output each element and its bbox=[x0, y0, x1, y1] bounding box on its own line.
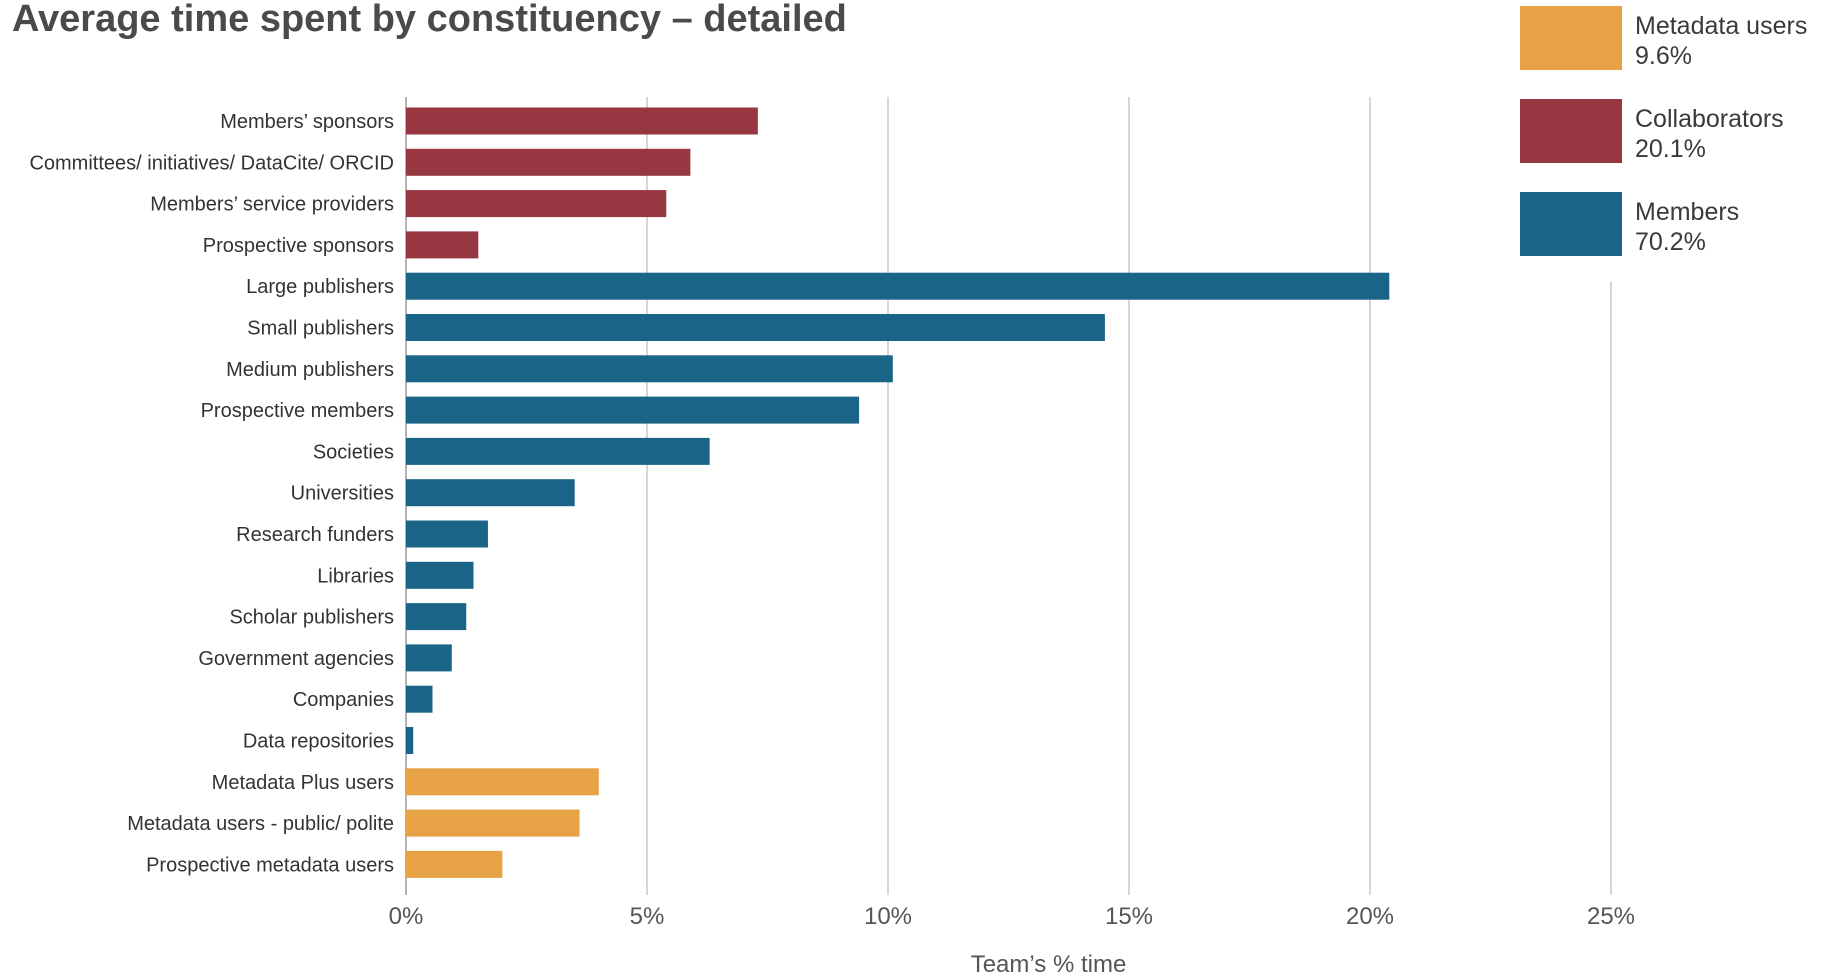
legend-item-collaborators: Collaborators 20.1% bbox=[1520, 99, 1820, 163]
legend-swatch-members bbox=[1520, 192, 1622, 256]
x-axis-title: Team’s % time bbox=[971, 951, 1127, 977]
legend-share: 20.1% bbox=[1635, 135, 1706, 163]
legend-item-members: Members 70.2% bbox=[1520, 192, 1820, 256]
category-label: Prospective members bbox=[201, 400, 394, 422]
bar bbox=[406, 355, 893, 383]
legend: Metadata users 9.6% Collaborators 20.1% … bbox=[1520, 6, 1820, 285]
bar bbox=[406, 231, 479, 259]
category-label: Small publishers bbox=[247, 318, 394, 340]
x-tick-label: 25% bbox=[1587, 903, 1635, 930]
x-tick-label: 0% bbox=[389, 903, 424, 930]
bar bbox=[406, 768, 599, 796]
legend-share: 9.6% bbox=[1635, 42, 1692, 70]
x-tick-label: 10% bbox=[864, 903, 912, 930]
bar bbox=[406, 685, 433, 713]
legend-label: Members bbox=[1635, 198, 1740, 226]
bar bbox=[406, 520, 488, 548]
bar bbox=[406, 561, 474, 589]
category-label: Scholar publishers bbox=[229, 607, 394, 629]
category-label: Research funders bbox=[236, 524, 394, 546]
bar bbox=[406, 272, 1390, 300]
category-label: Government agencies bbox=[198, 648, 394, 670]
category-label: Medium publishers bbox=[226, 359, 394, 381]
category-label: Committees/ initiatives/ DataCite/ ORCID bbox=[29, 152, 394, 174]
category-label: Metadata Plus users bbox=[212, 772, 394, 794]
chart-title: Average time spent by constituency – det… bbox=[12, 0, 847, 40]
bar bbox=[406, 809, 580, 837]
category-label: Members’ sponsors bbox=[220, 111, 394, 133]
bar bbox=[406, 190, 667, 218]
bar bbox=[406, 603, 467, 631]
category-label: Companies bbox=[293, 689, 394, 711]
category-label: Members’ service providers bbox=[150, 194, 394, 216]
bar bbox=[406, 148, 691, 176]
bar bbox=[406, 727, 414, 754]
category-label: Societies bbox=[313, 441, 394, 463]
category-label: Data repositories bbox=[243, 731, 394, 753]
legend-item-metadata-users: Metadata users 9.6% bbox=[1520, 6, 1820, 70]
category-label: Universities bbox=[291, 483, 394, 505]
category-label: Prospective metadata users bbox=[146, 854, 394, 876]
legend-swatch-metadata-users bbox=[1520, 6, 1622, 70]
bar bbox=[406, 850, 503, 878]
legend-share: 70.2% bbox=[1635, 228, 1706, 256]
bar bbox=[406, 644, 452, 672]
bar bbox=[406, 107, 758, 135]
bar bbox=[406, 314, 1105, 341]
x-tick-label: 15% bbox=[1105, 903, 1153, 930]
bar-layer bbox=[406, 107, 1390, 878]
x-tick-label: 5% bbox=[630, 903, 665, 930]
bar bbox=[406, 437, 710, 465]
category-label: Metadata users - public/ polite bbox=[127, 813, 394, 835]
tick-label-layer: 0% 5% 10% 15% 20% 25% bbox=[389, 903, 1635, 930]
bar bbox=[406, 479, 575, 507]
legend-swatch-collaborators bbox=[1520, 99, 1622, 163]
category-label: Prospective sponsors bbox=[203, 235, 394, 257]
category-label-layer: Members’ sponsors Committees/ initiatives… bbox=[29, 111, 394, 876]
legend-label: Metadata users bbox=[1635, 12, 1808, 40]
category-label: Libraries bbox=[317, 565, 394, 587]
bar bbox=[406, 396, 860, 424]
category-label: Large publishers bbox=[246, 276, 394, 298]
grid-layer bbox=[405, 97, 1612, 895]
x-tick-label: 20% bbox=[1346, 903, 1394, 930]
legend-label: Collaborators bbox=[1635, 105, 1784, 133]
